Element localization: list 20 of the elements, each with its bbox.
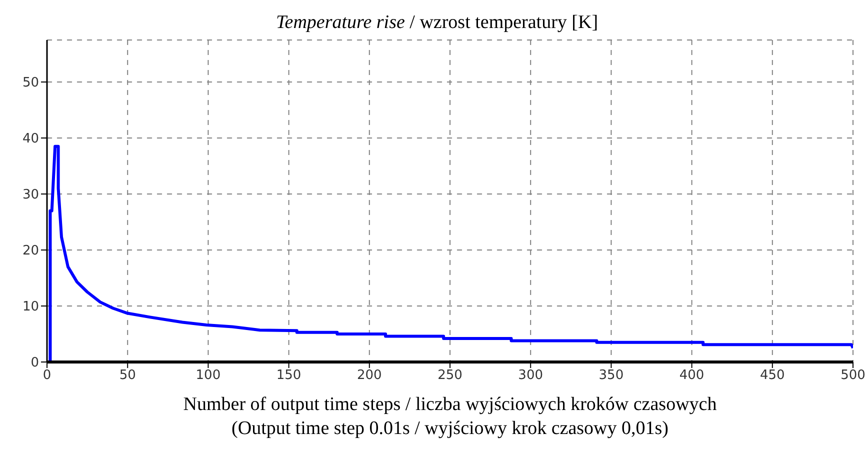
x-tick-label: 400 bbox=[679, 368, 704, 384]
chart-title: Temperature rise / wzrost temperatury [K] bbox=[276, 12, 598, 33]
x-tick-label: 100 bbox=[196, 368, 221, 384]
y-tick-label: 50 bbox=[22, 76, 39, 91]
x-tick-label: 0 bbox=[42, 368, 52, 384]
x-tick-label: 350 bbox=[598, 368, 624, 384]
x-tick-label: 300 bbox=[518, 368, 544, 384]
y-tick-label: 0 bbox=[30, 356, 39, 371]
x-tick-label: 200 bbox=[356, 368, 382, 384]
line-series bbox=[48, 144, 853, 362]
y-tick-label: 20 bbox=[22, 244, 39, 259]
x-tick-label: 50 bbox=[119, 368, 136, 384]
x-axis-title: Number of output time steps / liczba wyjściowych kroków czasowych (Output time step 0.01s / wyjściowy krok czasowy 0,01s) bbox=[183, 394, 718, 439]
x-tick-label: 150 bbox=[276, 368, 302, 384]
y-tick-label: 10 bbox=[22, 300, 39, 315]
x-tick-label: 450 bbox=[760, 368, 785, 384]
y-tick-label: 40 bbox=[22, 132, 39, 147]
y-tick-label: 30 bbox=[22, 188, 39, 203]
x-tick-label: 250 bbox=[438, 368, 462, 384]
x-tick-label: 500 bbox=[840, 368, 866, 384]
